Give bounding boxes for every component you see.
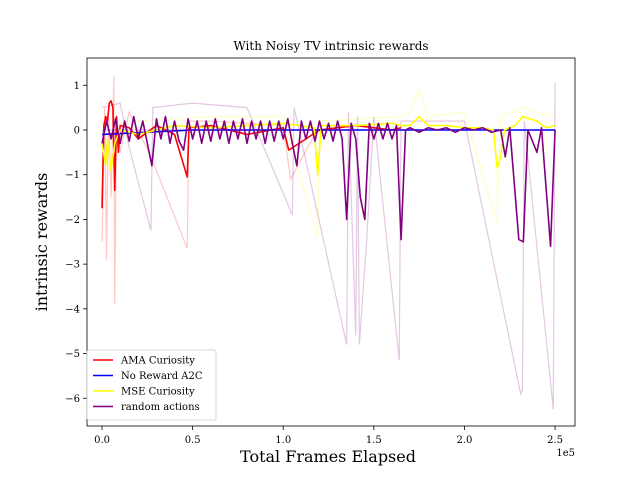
x-tick-label: 0.0 (94, 435, 110, 446)
x-tick-label: 2.0 (457, 435, 473, 446)
y-tick-label: −4 (65, 304, 80, 315)
raw-line (101, 88, 556, 238)
y-tick-label: −1 (65, 170, 80, 181)
y-tick-label: 0 (74, 125, 80, 136)
chart-title: With Noisy TV intrinsic rewards (233, 39, 428, 53)
legend: AMA Curiosity No Reward A2C MSE Curiosity r… (86, 349, 217, 421)
legend-label: random actions (121, 402, 200, 413)
series-line (102, 129, 556, 136)
raw-line (101, 76, 321, 305)
series-line (101, 115, 556, 248)
x-tick-label: 0.5 (185, 435, 201, 446)
y-tick-label: −6 (65, 394, 80, 405)
plot-area (101, 76, 556, 410)
x-tick-label: 2.5 (547, 435, 563, 446)
x-tick-label: 1.5 (366, 435, 382, 446)
series-group (101, 76, 556, 410)
legend-label: AMA Curiosity (120, 356, 195, 367)
x-offset-label: 1e5 (556, 448, 575, 459)
legend-box (86, 349, 217, 421)
legend-label: No Reward A2C (121, 371, 203, 382)
y-tick-label: 1 (74, 81, 80, 92)
y-tick-label: −5 (65, 349, 80, 360)
y-axis-label: intrinsic rewards (32, 173, 51, 312)
y-tick-label: −2 (65, 215, 80, 226)
x-tick-label: 1.0 (275, 435, 291, 446)
legend-label: MSE Curiosity (121, 387, 195, 398)
x-axis-label: Total Frames Elapsed (240, 447, 416, 466)
plot-frame (86, 57, 576, 427)
y-tick-label: −3 (65, 260, 80, 271)
